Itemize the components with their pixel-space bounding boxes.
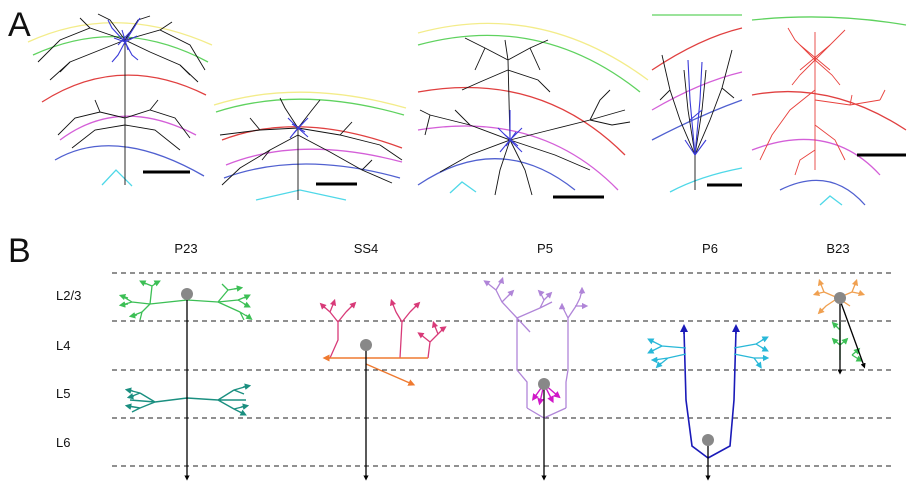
axon-arbor — [659, 49, 735, 190]
p6-soma — [702, 434, 714, 446]
p23-lower-tips — [124, 383, 252, 416]
p6-schematic — [647, 324, 770, 481]
panel-a-label: A — [8, 6, 31, 44]
cell-type-labels: P23 SS4 P5 P6 B23 — [174, 241, 849, 256]
layer-dividers — [112, 272, 892, 467]
p5-schematic — [483, 276, 589, 481]
cell-type-p5-label: P5 — [537, 241, 553, 256]
p23-upper-dendrite — [121, 281, 251, 321]
layer-l23-label: L2/3 — [56, 288, 81, 303]
layer-l5-label: L5 — [56, 386, 70, 401]
layer-boundaries — [213, 91, 407, 201]
b23-schematic — [812, 278, 866, 375]
ss4-schematic — [319, 298, 447, 481]
b23-lower-dendrite — [833, 322, 861, 361]
layer-l6-label: L6 — [56, 435, 70, 450]
p23-soma — [181, 288, 193, 300]
p5-apical-dendrite — [485, 279, 585, 408]
ss4-reconstruction — [213, 91, 407, 201]
b23-lower-tips — [831, 321, 863, 362]
dendrite-arbor — [684, 59, 707, 156]
p5-soma — [538, 378, 550, 390]
axon-arbor — [419, 37, 631, 196]
p23-lower-dendrite — [127, 385, 249, 415]
p23-schematic — [118, 280, 253, 481]
axon-arbor — [759, 27, 886, 176]
b23-reconstruction — [751, 16, 907, 206]
b23-upper-tips — [812, 278, 866, 315]
cell-type-b23-label: B23 — [826, 241, 849, 256]
p6-dendrite-branches — [649, 337, 767, 367]
layer-boundaries — [417, 22, 649, 194]
p6-dendrite-tips — [647, 336, 770, 369]
dendrite-arbor — [497, 110, 523, 153]
layer-boundaries — [651, 14, 743, 193]
axon-arbor — [219, 97, 403, 200]
dendrite-arbor — [107, 17, 141, 63]
dendrite-arbor — [287, 117, 309, 139]
b23-axon-oblique — [839, 299, 866, 369]
p23-upper-tips — [118, 280, 253, 320]
p6-apical-dendrite — [683, 329, 737, 459]
ss4-soma — [360, 339, 372, 351]
layer-boundaries — [27, 22, 213, 187]
p6-reconstruction — [651, 14, 743, 193]
p5-apical-tips — [483, 276, 589, 310]
p5-reconstruction — [417, 22, 649, 199]
layer-boundaries — [751, 16, 907, 206]
cell-type-ss4-label: SS4 — [354, 241, 379, 256]
ss4-dendrite — [321, 301, 445, 359]
axon-arbor — [37, 13, 206, 185]
layer-labels: L2/3 L4 L5 L6 — [56, 288, 81, 450]
ss4-axon-oblique — [365, 363, 416, 386]
b23-soma — [834, 292, 846, 304]
layer-l4-label: L4 — [56, 338, 70, 353]
p23-reconstruction — [27, 13, 213, 187]
panel-b-label: B — [8, 232, 31, 270]
cell-type-p6-label: P6 — [702, 241, 718, 256]
ss4-dendrite-tips — [319, 298, 447, 339]
cell-type-p23-label: P23 — [174, 241, 197, 256]
